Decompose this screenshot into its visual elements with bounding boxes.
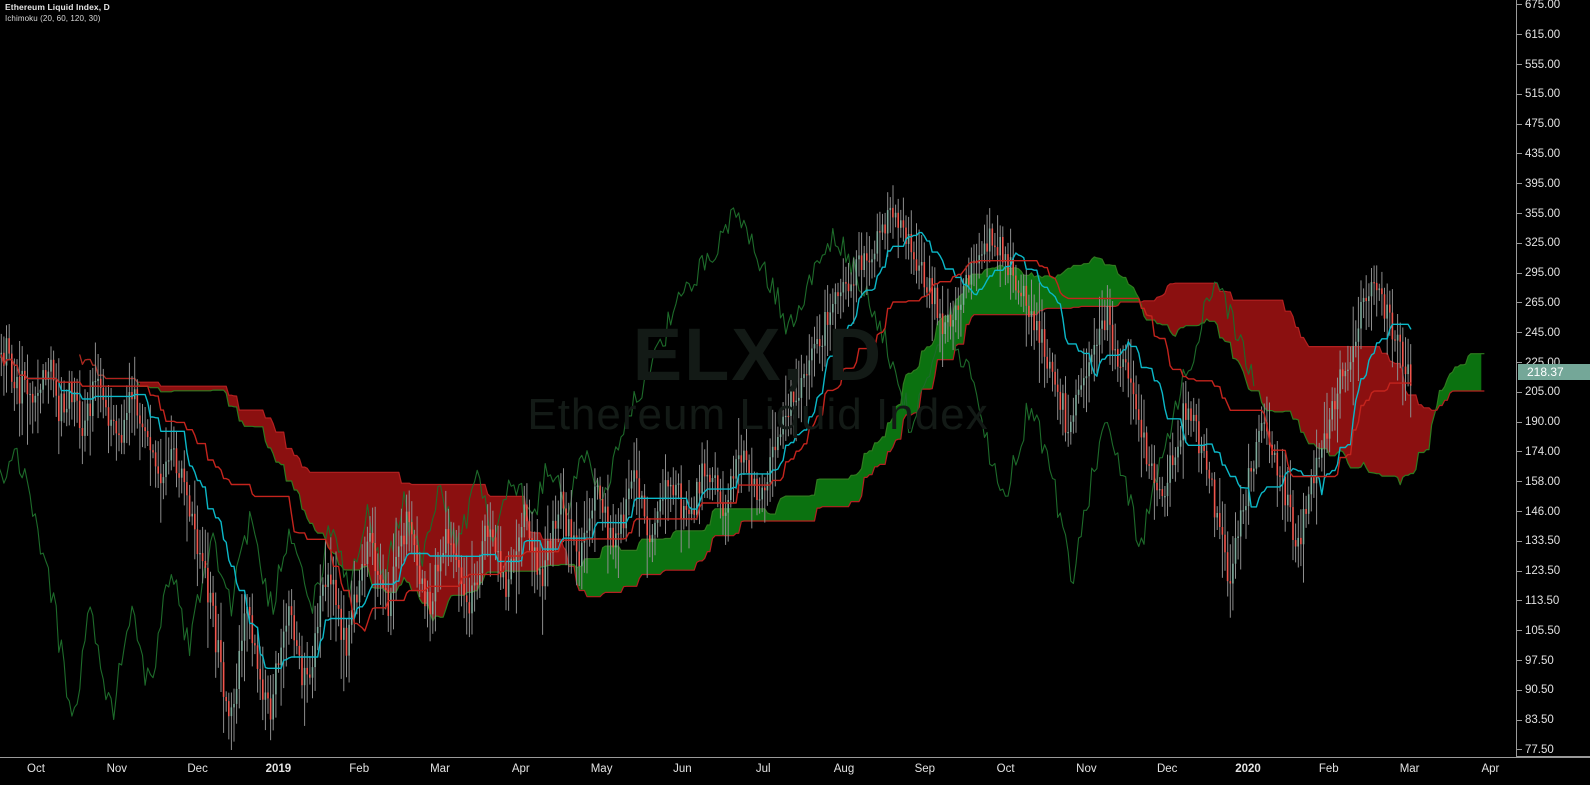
price-tick: 105.50 bbox=[1517, 625, 1560, 637]
price-tick: 77.50 bbox=[1517, 744, 1554, 756]
time-tick: Feb bbox=[349, 763, 370, 775]
time-tick: Oct bbox=[27, 763, 45, 775]
price-tick: 475.00 bbox=[1517, 118, 1560, 130]
time-tick: Nov bbox=[106, 763, 128, 775]
price-tick: 325.00 bbox=[1517, 237, 1560, 249]
time-tick: Apr bbox=[511, 763, 530, 775]
indicator-label[interactable]: Ichimoku (20, 60, 120, 30) bbox=[5, 14, 101, 23]
price-tick: 675.00 bbox=[1517, 0, 1560, 11]
current-price-badge[interactable]: 218.37 bbox=[1518, 364, 1590, 381]
chart-canvas bbox=[0, 185, 1485, 750]
price-tick: 205.00 bbox=[1517, 386, 1560, 398]
axis-corner bbox=[1516, 756, 1590, 757]
price-tick: 123.50 bbox=[1517, 565, 1560, 577]
time-tick: Dec bbox=[187, 763, 208, 775]
price-tick: 97.50 bbox=[1517, 655, 1554, 667]
price-tick: 113.50 bbox=[1517, 595, 1559, 607]
chart-legend: Ethereum Liquid Index, D Ichimoku (20, 6… bbox=[5, 2, 110, 24]
time-tick: Jul bbox=[755, 763, 771, 775]
time-tick: Aug bbox=[833, 763, 855, 775]
time-tick: Jun bbox=[673, 763, 692, 775]
time-tick: Oct bbox=[996, 763, 1015, 775]
time-tick: Nov bbox=[1076, 763, 1097, 775]
chart-plot-area[interactable]: ELX, D Ethereum Liquid Index bbox=[0, 0, 1516, 757]
price-tick: 83.50 bbox=[1517, 714, 1554, 726]
time-tick: 2019 bbox=[265, 763, 292, 775]
price-tick: 146.00 bbox=[1517, 506, 1560, 518]
price-tick: 395.00 bbox=[1517, 178, 1560, 190]
price-tick: 158.00 bbox=[1517, 476, 1560, 488]
time-tick: Feb bbox=[1318, 763, 1339, 775]
price-tick: 515.00 bbox=[1517, 88, 1560, 100]
price-tick: 355.00 bbox=[1517, 208, 1560, 220]
time-tick: May bbox=[590, 763, 613, 775]
time-tick: Dec bbox=[1156, 763, 1178, 775]
price-tick: 555.00 bbox=[1517, 59, 1560, 71]
price-tick: 90.50 bbox=[1517, 684, 1554, 696]
price-tick: 295.00 bbox=[1517, 267, 1560, 279]
price-tick: 265.00 bbox=[1517, 297, 1560, 309]
price-tick: 245.00 bbox=[1517, 327, 1560, 339]
price-tick: 133.50 bbox=[1517, 535, 1560, 547]
time-tick: 2020 bbox=[1235, 763, 1261, 775]
time-axis[interactable]: Oct Nov Dec 2019 Feb Mar Apr May Jun Jul Aug Sep Oct… bbox=[0, 757, 1590, 785]
price-tick: 615.00 bbox=[1517, 29, 1560, 41]
price-axis[interactable]: 675.00 615.00 555.00 515.00 475.00 435.00 395.… bbox=[1516, 0, 1590, 757]
time-tick: Mar bbox=[430, 763, 450, 775]
time-tick: Sep bbox=[914, 763, 936, 775]
price-tick: 435.00 bbox=[1517, 148, 1560, 160]
symbol-title[interactable]: Ethereum Liquid Index, D bbox=[5, 2, 110, 12]
time-tick: Apr bbox=[1481, 763, 1500, 775]
time-tick: Mar bbox=[1399, 763, 1420, 775]
price-tick: 174.00 bbox=[1517, 446, 1560, 458]
price-tick: 190.00 bbox=[1517, 416, 1560, 428]
